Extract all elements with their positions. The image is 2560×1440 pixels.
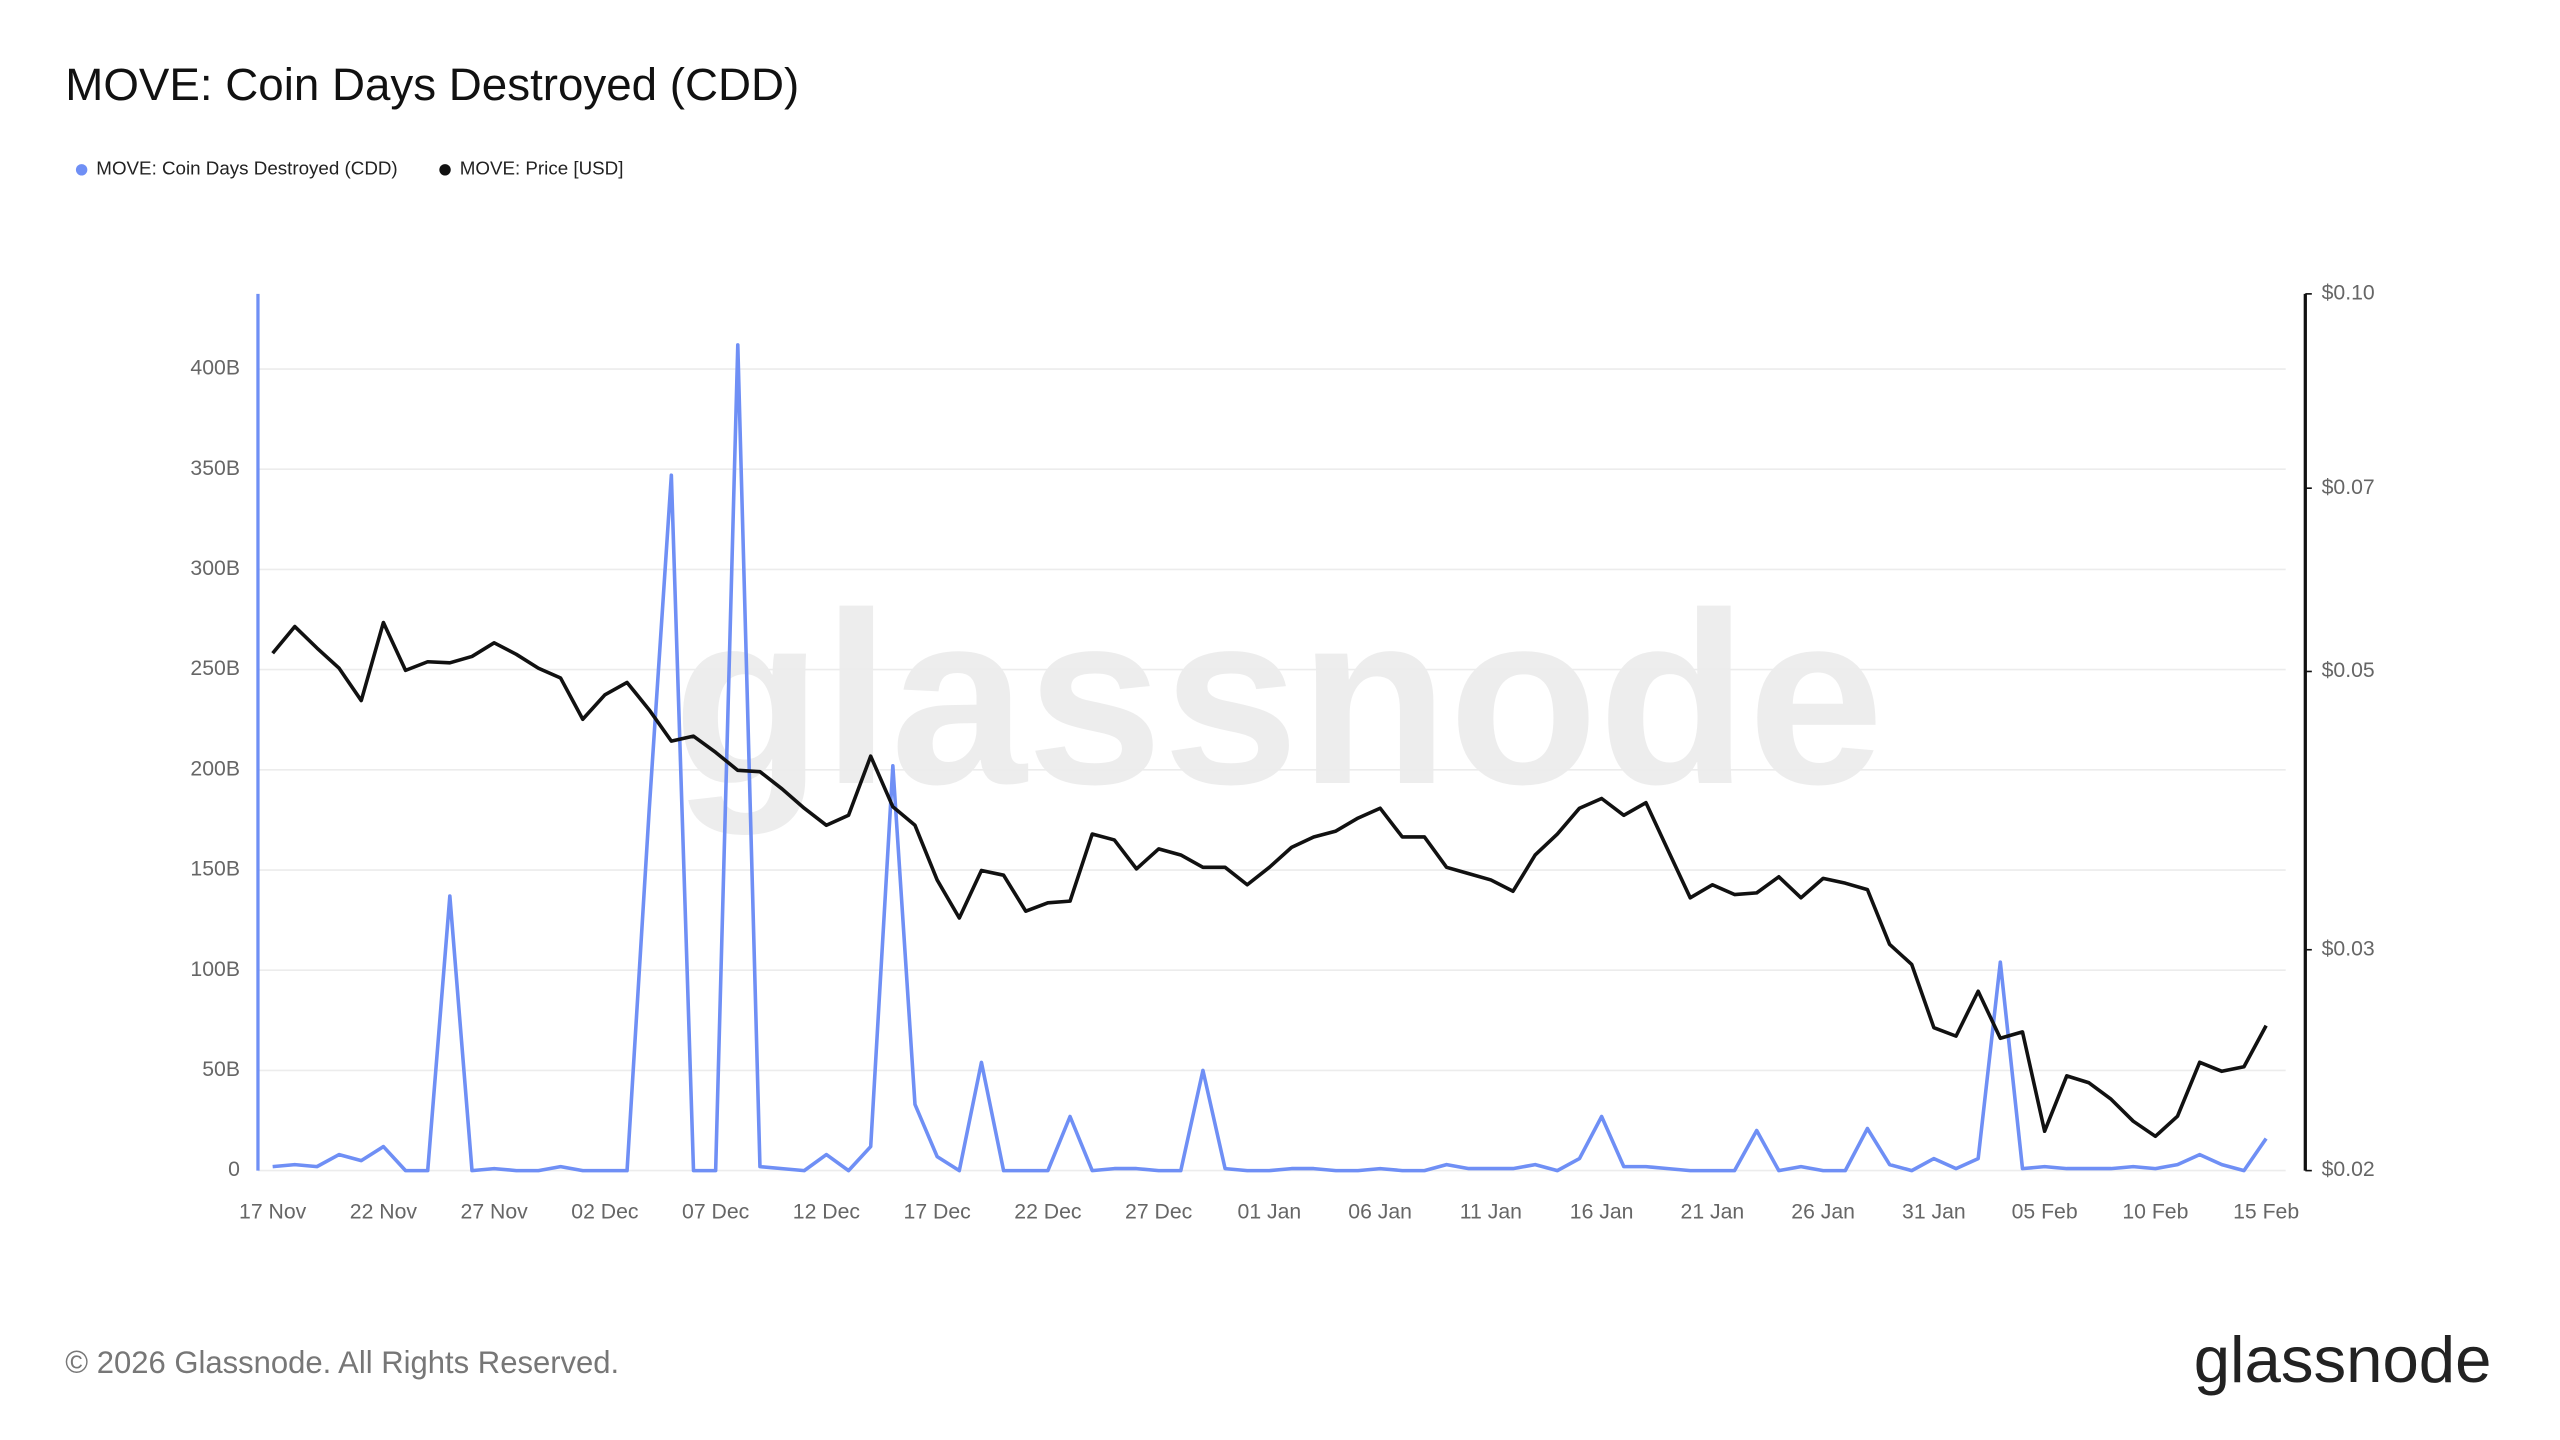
x-tick-label: 27 Nov: [461, 1201, 529, 1224]
x-tick-label: 06 Jan: [1348, 1201, 1412, 1224]
y2-tick-label: $0.07: [2322, 476, 2375, 499]
series-line: [272, 343, 2268, 1173]
x-tick-label: 21 Jan: [1681, 1201, 1745, 1224]
y-tick-label: 50B: [202, 1058, 240, 1081]
legend-marker: [439, 164, 451, 176]
y-tick-label: 350B: [190, 457, 240, 480]
chart-title: MOVE: Coin Days Destroyed (CDD): [65, 59, 799, 110]
x-tick-label: 22 Dec: [1014, 1201, 1082, 1224]
x-tick-label: 31 Jan: [1902, 1201, 1966, 1224]
y-tick-label: 200B: [190, 757, 240, 780]
legend: MOVE: Coin Days Destroyed (CDD) MOVE: Pri…: [75, 158, 624, 179]
x-tick-label: 11 Jan: [1460, 1201, 1522, 1224]
y2-tick-label: $0.10: [2322, 281, 2375, 304]
x-tick-label: 16 Jan: [1570, 1201, 1634, 1224]
legend-marker: [75, 164, 88, 176]
x-tick-label: 17 Nov: [239, 1201, 307, 1224]
logo: glassnode: [2194, 1323, 2492, 1396]
y-tick-label: 250B: [190, 657, 240, 680]
y-tick-label: 300B: [190, 557, 240, 580]
y2-tick-label: $0.03: [2322, 937, 2375, 960]
legend-label: MOVE: Coin Days Destroyed (CDD): [96, 158, 397, 179]
x-tick-label: 27 Dec: [1125, 1201, 1193, 1224]
x-tick-label: 01 Jan: [1238, 1201, 1302, 1224]
y2-tick-label: $0.02: [2322, 1158, 2375, 1181]
x-tick-label: 22 Nov: [350, 1201, 418, 1224]
x-tick-label: 15 Feb: [2233, 1201, 2299, 1224]
x-tick-label: 07 Dec: [682, 1201, 750, 1224]
legend-label: MOVE: Price [USD]: [460, 158, 624, 179]
x-tick-label: 05 Feb: [2012, 1201, 2078, 1224]
x-tick-label: 17 Dec: [904, 1201, 972, 1224]
x-tick-label: 12 Dec: [793, 1201, 861, 1224]
y-tick-label: 400B: [190, 357, 240, 380]
x-tick-label: 10 Feb: [2122, 1201, 2188, 1224]
y-tick-label: 0: [228, 1158, 240, 1181]
y-tick-label: 150B: [190, 858, 240, 881]
x-tick-label: 26 Jan: [1791, 1201, 1855, 1224]
series-line: [271, 620, 2268, 1139]
y2-tick-label: $0.05: [2322, 659, 2375, 682]
footer: © 2026 Glassnode. All Rights Reserved.: [65, 1345, 619, 1380]
y-tick-label: 100B: [190, 958, 240, 981]
watermark: glassnode: [673, 561, 1884, 835]
x-tick-label: 02 Dec: [571, 1201, 639, 1224]
